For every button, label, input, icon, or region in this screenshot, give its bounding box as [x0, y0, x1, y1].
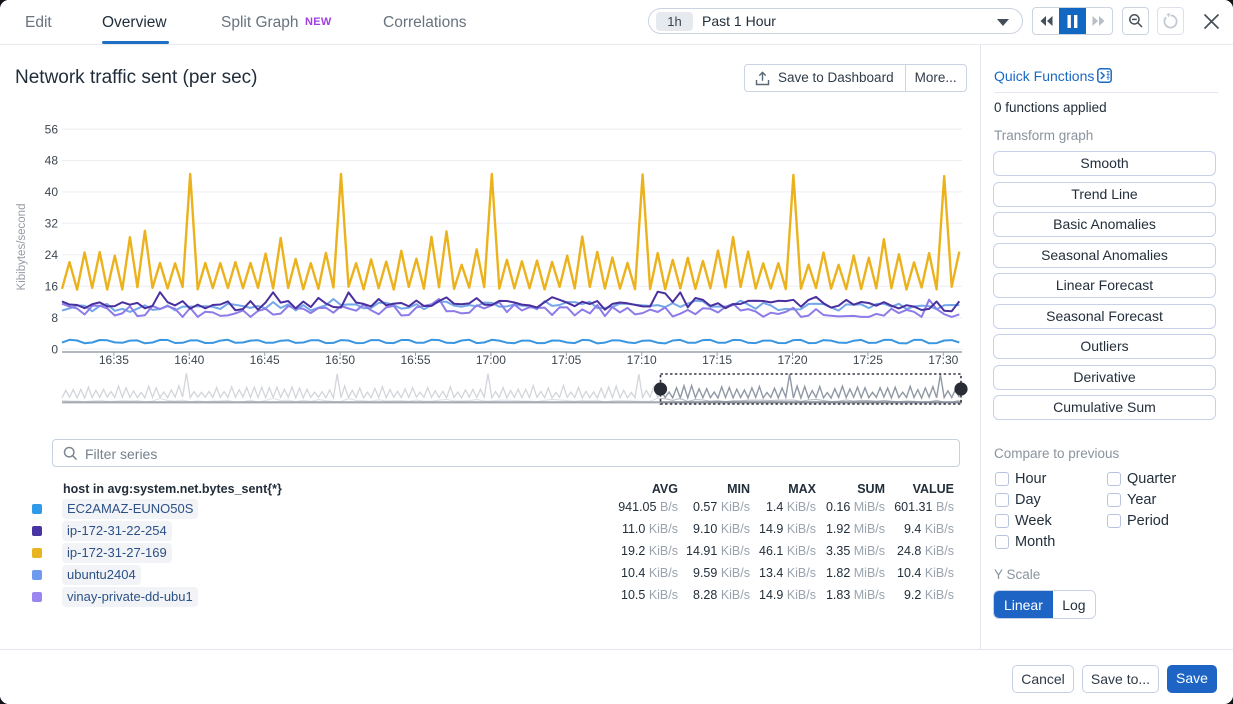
svg-text:17:25: 17:25: [853, 353, 883, 367]
svg-text:16: 16: [45, 279, 59, 293]
svg-text:16:55: 16:55: [400, 353, 430, 367]
svg-text:0: 0: [51, 342, 58, 356]
svg-text:16:40: 16:40: [174, 353, 204, 367]
svg-text:17:00: 17:00: [476, 353, 506, 367]
svg-text:16:35: 16:35: [99, 353, 129, 367]
svg-text:56: 56: [45, 122, 59, 136]
svg-text:32: 32: [45, 217, 59, 231]
svg-text:17:15: 17:15: [702, 353, 732, 367]
svg-text:40: 40: [45, 185, 59, 199]
svg-text:24: 24: [45, 248, 59, 262]
svg-text:16:50: 16:50: [325, 353, 355, 367]
svg-text:17:10: 17:10: [627, 353, 657, 367]
svg-text:48: 48: [45, 154, 59, 168]
svg-text:Kibibytes/second: Kibibytes/second: [16, 204, 28, 291]
svg-text:16:45: 16:45: [250, 353, 280, 367]
svg-text:17:05: 17:05: [551, 353, 581, 367]
svg-text:17:20: 17:20: [777, 353, 807, 367]
svg-text:17:30: 17:30: [928, 353, 958, 367]
svg-text:8: 8: [51, 311, 58, 325]
